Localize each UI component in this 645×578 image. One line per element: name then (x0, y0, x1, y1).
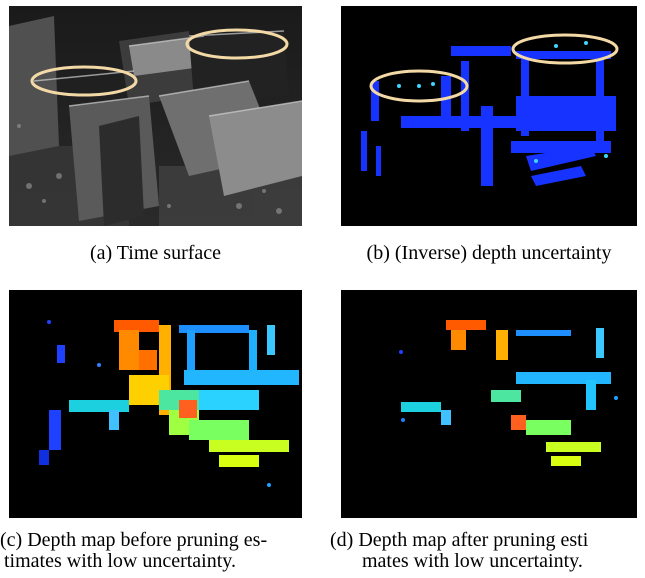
caption-d-line2: mates with low uncertainty. (362, 550, 583, 572)
highlight-ellipse-left (369, 69, 469, 103)
depth-map-before-render (9, 290, 302, 518)
time-surface-render (9, 6, 302, 226)
depth-uncertainty-image (341, 6, 637, 226)
highlight-ellipse-right (185, 28, 289, 60)
highlight-ellipse-left (30, 65, 138, 97)
caption-c: (c) Depth map before pruning es- timates… (0, 530, 320, 572)
caption-c-line1: (c) Depth map before pruning es- (0, 529, 268, 551)
time-surface-image (9, 6, 302, 226)
highlight-ellipse-right (511, 33, 619, 65)
depth-uncertainty-render (341, 6, 637, 226)
caption-a: (a) Time surface (89, 242, 222, 264)
caption-c-line2: timates with low uncertainty. (4, 550, 236, 572)
depth-map-after-image (341, 290, 637, 518)
depth-map-after-render (341, 290, 637, 518)
depth-map-before-image (9, 290, 302, 518)
caption-d: (d) Depth map after pruning esti mates w… (330, 530, 645, 572)
caption-d-line1: (d) Depth map after pruning esti (330, 529, 589, 551)
caption-b: (b) (Inverse) depth uncertainty (366, 242, 612, 264)
